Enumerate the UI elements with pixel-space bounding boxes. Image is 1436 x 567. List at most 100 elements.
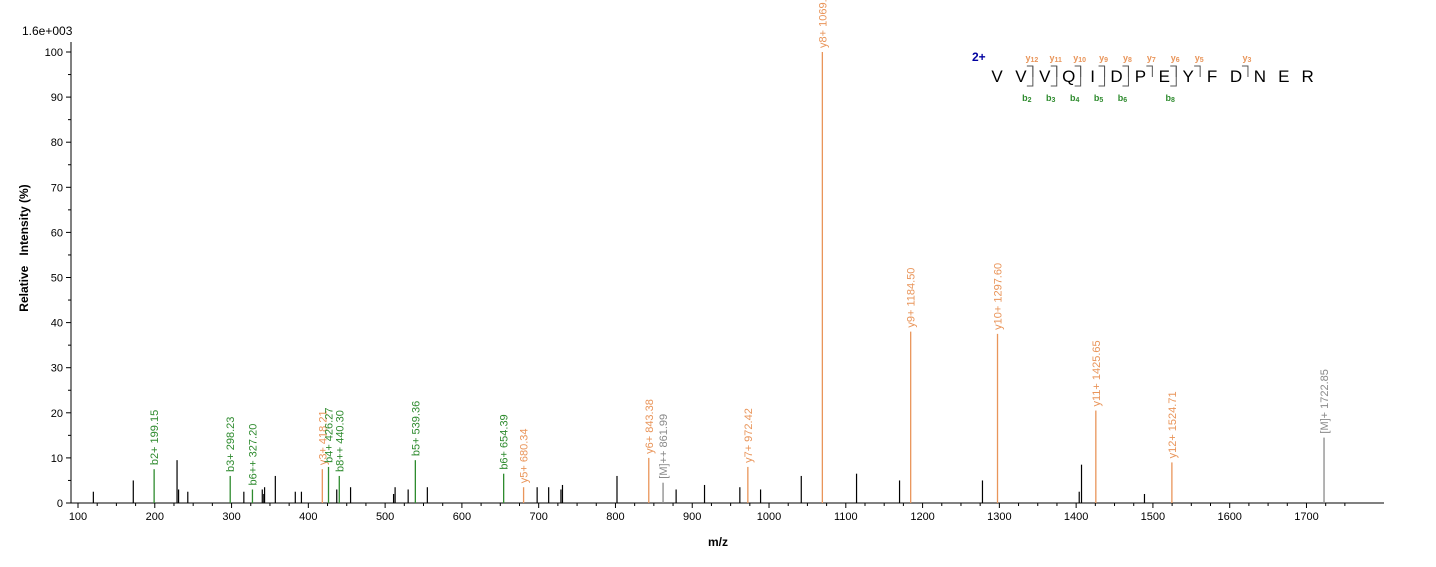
y-fragment-label: y10	[1073, 53, 1086, 64]
sequence-residue: N	[1254, 67, 1266, 86]
y-fragment-number: 10	[1078, 57, 1086, 64]
y-fragment-marker	[1170, 65, 1177, 77]
b-fragment-marker	[1122, 66, 1129, 87]
y-fragment-number: 8	[1128, 57, 1132, 64]
b-fragment-letter: b	[1022, 93, 1028, 103]
y-ion-peak-label: y5+ 680.34	[519, 428, 531, 483]
precursor-ion-peak-label: [M]++ 861.99	[658, 414, 670, 479]
sequence-residue: Q	[1062, 67, 1075, 86]
b-fragment-letter: b	[1118, 93, 1124, 103]
y-fragment-label: y12	[1025, 53, 1038, 64]
y-fragment-letter: y	[1123, 53, 1128, 63]
y-fragment-label: y3	[1242, 53, 1251, 64]
b-fragment-marker	[1098, 66, 1106, 87]
intensity-scale-label: 1.6e+003	[22, 24, 73, 38]
y-fragment-letter: y	[1099, 53, 1104, 63]
y-fragment-letter: y	[1171, 53, 1176, 63]
y-fragment-letter: y	[1147, 53, 1152, 63]
sequence-residue: P	[1135, 67, 1146, 86]
y-fragment-letter: y	[1073, 53, 1078, 63]
b-fragment-marker	[1170, 66, 1177, 87]
y-fragment-marker	[1026, 65, 1034, 77]
x-tick-label: 500	[376, 511, 394, 523]
y-fragment-label: y11	[1050, 53, 1063, 64]
b-ion-peak-label: b4+ 426.27	[324, 408, 336, 463]
sequence-residue: V	[1015, 67, 1027, 86]
b-fragment-number: 8	[1171, 97, 1175, 104]
x-tick-label: 100	[69, 511, 87, 523]
y-tick-label: 30	[51, 363, 63, 375]
b-fragment-label: b2	[1022, 93, 1032, 104]
axes-layer: 100 200 300 400 500 600 700 800 900 1000 1100 1200 1…	[45, 42, 1384, 523]
x-tick-label: 1100	[834, 511, 858, 523]
sequence-residue: D	[1230, 67, 1242, 86]
y-ion-peak-label: y3+ 418.21	[317, 410, 329, 465]
y-tick-label: 20	[51, 408, 63, 420]
y-tick-label: 10	[51, 453, 63, 465]
peaks-layer	[92, 52, 1325, 503]
x-tick-label: 1200	[910, 511, 934, 523]
b-fragment-label: b5	[1094, 93, 1104, 104]
x-tick-label: 700	[530, 511, 548, 523]
x-tick-label: 1400	[1064, 511, 1088, 523]
b-fragment-number: 3	[1052, 97, 1056, 104]
y-fragment-number: 3	[1248, 57, 1252, 64]
b-fragment-marker	[1026, 66, 1034, 87]
b-fragment-number: 4	[1075, 97, 1079, 104]
y-fragment-label: y5	[1195, 53, 1204, 64]
y-fragment-marker	[1194, 65, 1201, 77]
b-fragment-letter: b	[1046, 93, 1052, 103]
x-tick-label: 300	[222, 511, 240, 523]
y-tick-label: 40	[51, 318, 63, 330]
b-ion-peak-label: b5+ 539.36	[410, 401, 422, 456]
y-fragment-number: 6	[1176, 57, 1180, 64]
b-fragment-label: b3	[1046, 93, 1056, 104]
y-fragment-marker	[1074, 65, 1082, 77]
x-tick-label: 200	[146, 511, 164, 523]
y-fragment-marker	[1241, 65, 1249, 77]
y-fragment-letter: y	[1050, 53, 1055, 63]
charge-state-label: 2+	[972, 50, 986, 64]
y-ion-peak-label: y10+ 1297.60	[993, 263, 1005, 330]
sequence-residue: Y	[1183, 67, 1194, 86]
b-fragment-label: b4	[1070, 93, 1080, 104]
sequence-residue: D	[1110, 67, 1122, 86]
y-tick-label: 100	[45, 47, 63, 59]
b-fragment-letter: b	[1070, 93, 1076, 103]
y-ion-peak-label: y6+ 843.38	[644, 399, 656, 454]
sequence-residue: E	[1278, 67, 1289, 86]
x-tick-label: 1600	[1217, 511, 1241, 523]
y-fragment-letter: y	[1025, 53, 1030, 63]
y-ion-peak-label: y12+ 1524.71	[1167, 391, 1179, 458]
sequence-residue: V	[991, 67, 1003, 86]
y-ion-peak-label: y8+ 1069.47	[817, 0, 829, 48]
b-fragment-number: 2	[1028, 97, 1032, 104]
x-tick-label: 800	[606, 511, 624, 523]
y-fragment-label: y7	[1147, 53, 1156, 64]
b-ion-peak-label: b6++ 327.20	[247, 424, 259, 486]
y-fragment-number: 11	[1055, 57, 1063, 64]
y-fragment-number: 5	[1200, 57, 1204, 64]
y-tick-label: 50	[51, 273, 63, 285]
y-fragment-number: 7	[1152, 57, 1156, 64]
x-axis-title: m/z	[708, 535, 728, 549]
precursor-ion-peak-label: [M]+ 1722.85	[1319, 369, 1331, 434]
x-tick-label: 1300	[987, 511, 1011, 523]
x-tick-label: 400	[299, 511, 317, 523]
y-ion-peak-label: y9+ 1184.50	[906, 268, 918, 328]
b-ion-peak-label: b8++ 440.30	[334, 410, 346, 472]
y-tick-label: 70	[51, 182, 63, 194]
x-tick-label: 1700	[1294, 511, 1318, 523]
y-fragment-label: y6	[1171, 53, 1180, 64]
b-fragment-label: b6	[1118, 93, 1128, 104]
y-tick-label: 0	[57, 498, 63, 510]
y-tick-label: 90	[51, 92, 63, 104]
b-ion-peak-label: b3+ 298.23	[225, 417, 237, 472]
y-fragment-number: 9	[1104, 57, 1108, 64]
sequence-residue: E	[1159, 67, 1170, 86]
y-tick-label: 80	[51, 137, 63, 149]
sequence-residue: F	[1207, 67, 1217, 86]
y-fragment-marker	[1050, 65, 1058, 77]
